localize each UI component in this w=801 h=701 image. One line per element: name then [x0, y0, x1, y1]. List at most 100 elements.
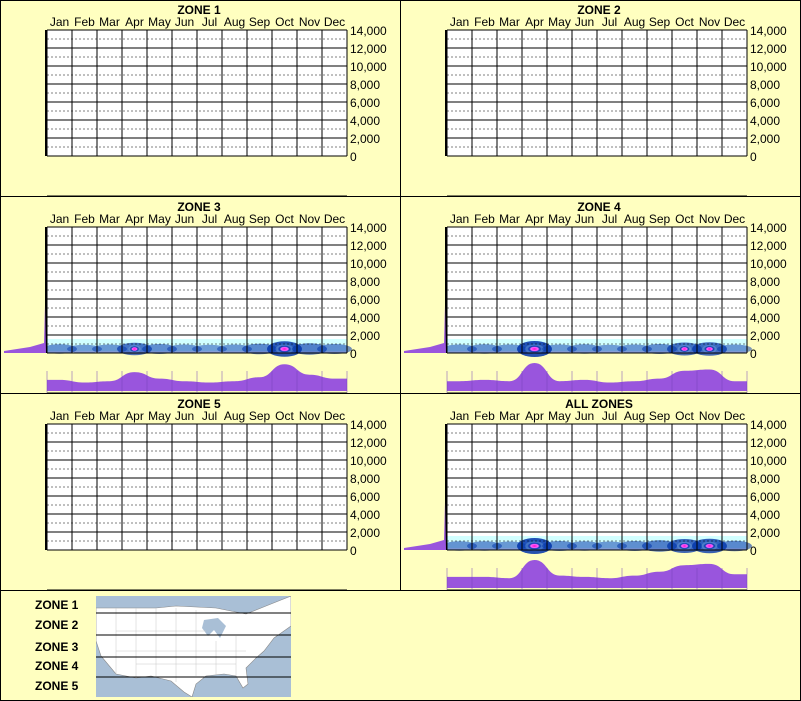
y-tick-label: 4,000	[350, 114, 380, 128]
y-tick-label: 6,000	[750, 96, 780, 110]
y-tick-label: 8,000	[750, 472, 780, 486]
y-tick-label: 8,000	[750, 275, 780, 289]
y-tick-label: 14,000	[750, 24, 787, 38]
month-label: Mar	[499, 212, 520, 226]
heat-cell	[467, 541, 502, 551]
month-label: Mar	[499, 15, 520, 29]
chart-panel: ZONE 2 Jan Feb Mar Apr May Jun Jul Aug Sep Oct Nov D…	[445, 3, 787, 197]
month-label: Jul	[602, 15, 617, 29]
heat-hotspot	[524, 344, 545, 354]
month-label: Sep	[249, 409, 271, 423]
month-label: Oct	[275, 409, 294, 423]
heat-cell	[292, 343, 327, 355]
month-label: Oct	[675, 212, 694, 226]
month-label: Nov	[299, 409, 320, 423]
y-tick-label: 12,000	[350, 436, 387, 450]
chart-title: ZONE 1	[177, 3, 221, 17]
month-label: Dec	[724, 15, 745, 29]
chart-panel: ZONE 1 Jan Feb Mar Apr May Jun Jul Aug Sep Oct Nov D…	[45, 3, 387, 197]
month-label: Jan	[50, 15, 69, 29]
month-label: Jun	[175, 212, 194, 226]
y-tick-label: 0	[350, 150, 357, 164]
chart-title: ZONE 3	[177, 200, 221, 214]
y-tick-label: 2,000	[350, 329, 380, 343]
month-label: Apr	[525, 409, 544, 423]
month-label: Dec	[724, 212, 745, 226]
vertical-profile	[404, 305, 446, 353]
month-label: Jan	[450, 15, 469, 29]
month-label: Apr	[525, 212, 544, 226]
y-tick-label: 6,000	[750, 293, 780, 307]
month-label: Nov	[699, 15, 720, 29]
month-label: Feb	[474, 212, 495, 226]
y-tick-label: 4,000	[750, 114, 780, 128]
chart-title: ZONE 5	[177, 397, 221, 411]
y-tick-label: 12,000	[350, 42, 387, 56]
heat-cell	[317, 344, 352, 354]
y-tick-label: 2,000	[750, 132, 780, 146]
month-label: Aug	[624, 212, 645, 226]
heat-cell	[67, 344, 102, 354]
month-label: Sep	[249, 212, 271, 226]
y-tick-label: 12,000	[350, 239, 387, 253]
chart-panel: ZONE 5 Jan Feb Mar Apr May Jun Jul Aug Sep Oct Nov D…	[45, 397, 387, 591]
y-tick-label: 12,000	[750, 42, 787, 56]
month-label: Aug	[224, 409, 245, 423]
heat-cell	[167, 344, 202, 354]
heat-cell	[717, 344, 752, 354]
month-label: May	[148, 409, 171, 423]
month-label: Jan	[450, 212, 469, 226]
y-tick-label: 0	[350, 544, 357, 558]
month-label: Dec	[324, 212, 345, 226]
y-tick-label: 14,000	[350, 418, 387, 432]
heat-hotspot	[275, 344, 294, 354]
y-tick-label: 14,000	[350, 24, 387, 38]
month-label: Mar	[99, 15, 120, 29]
month-label: Jun	[575, 15, 594, 29]
month-label: Jun	[175, 409, 194, 423]
heat-cell	[642, 540, 677, 552]
month-label: Aug	[224, 212, 245, 226]
month-label: May	[548, 15, 571, 29]
y-tick-label: 4,000	[750, 508, 780, 522]
chart-title: ZONE 2	[577, 3, 621, 17]
month-label: Sep	[649, 409, 671, 423]
y-tick-label: 0	[750, 347, 757, 361]
map-state-lines	[115, 608, 246, 682]
chart-title: ALL ZONES	[565, 397, 633, 411]
legend-zone-2: ZONE 2	[35, 618, 79, 632]
month-label: Nov	[299, 212, 320, 226]
month-label: Dec	[324, 15, 345, 29]
month-label: Oct	[275, 15, 294, 29]
legend-zone-4: ZONE 4	[35, 659, 79, 673]
month-label: Oct	[675, 409, 694, 423]
y-tick-label: 12,000	[750, 239, 787, 253]
month-label: Apr	[125, 409, 144, 423]
y-tick-label: 10,000	[350, 257, 387, 271]
y-tick-label: 0	[750, 544, 757, 558]
vertical-profile	[404, 502, 446, 550]
y-tick-label: 8,000	[350, 78, 380, 92]
heat-cell	[617, 541, 652, 551]
y-tick-label: 6,000	[350, 96, 380, 110]
map-zone-lines	[96, 612, 291, 678]
month-label: Jun	[175, 15, 194, 29]
heat-hotspot	[701, 541, 718, 551]
month-label: Oct	[675, 15, 694, 29]
heat-cell	[642, 344, 677, 354]
month-label: Aug	[624, 409, 645, 423]
month-label: May	[148, 212, 171, 226]
heat-cell	[567, 541, 602, 551]
month-label: Jul	[602, 212, 617, 226]
y-tick-label: 14,000	[750, 418, 787, 432]
month-label: Jul	[202, 212, 217, 226]
zone-map	[96, 596, 291, 697]
y-tick-label: 14,000	[350, 221, 387, 235]
heat-cell	[142, 344, 177, 354]
y-tick-label: 10,000	[350, 60, 387, 74]
y-tick-label: 2,000	[350, 132, 380, 146]
chart-panel: ALL ZONES Jan Feb Mar Apr May Jun Jul Aug Sep Oct N…	[404, 397, 787, 591]
heat-cell	[542, 344, 577, 354]
heat-cell	[717, 540, 752, 552]
